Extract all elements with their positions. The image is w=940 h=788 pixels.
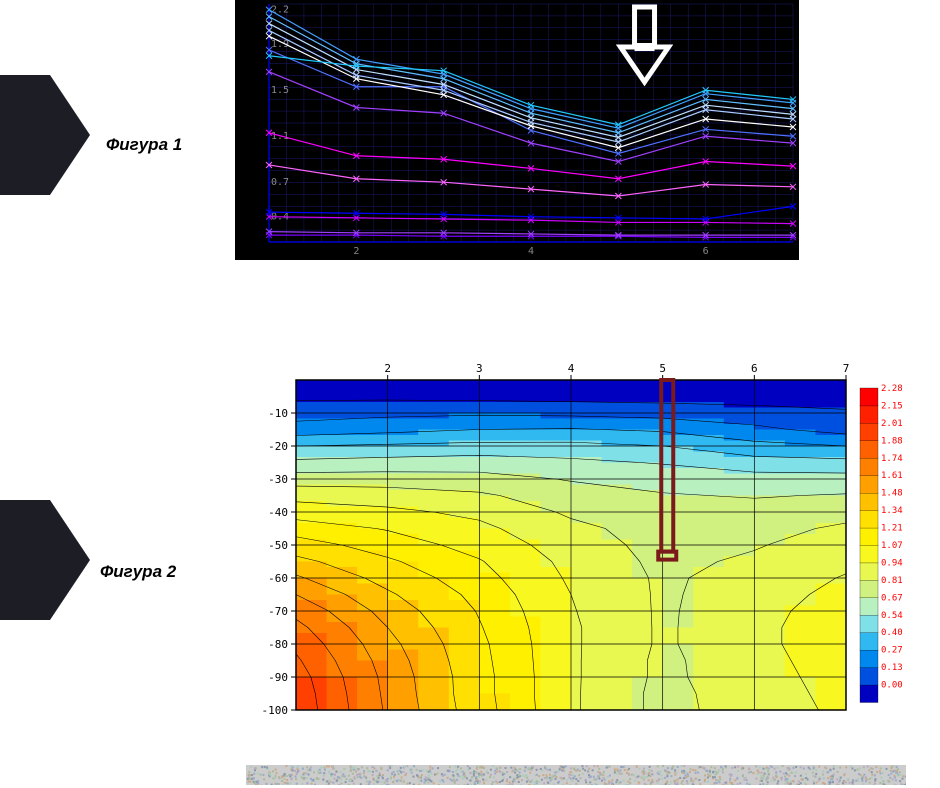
svg-text:2.01: 2.01 — [881, 419, 903, 429]
svg-text:0.67: 0.67 — [881, 593, 903, 603]
svg-text:-90: -90 — [268, 671, 288, 684]
svg-text:7: 7 — [843, 362, 850, 375]
svg-text:-40: -40 — [268, 506, 288, 519]
svg-text:4: 4 — [528, 246, 534, 257]
line-chart: 0.40.71.11.51.92.2246 — [235, 0, 799, 260]
svg-text:1.5: 1.5 — [271, 85, 289, 96]
svg-text:1.48: 1.48 — [881, 489, 903, 499]
svg-text:0.81: 0.81 — [881, 576, 903, 586]
svg-text:1.07: 1.07 — [881, 541, 903, 551]
svg-text:6: 6 — [703, 246, 709, 257]
svg-text:0.94: 0.94 — [881, 558, 903, 568]
pointer-fig2 — [0, 500, 50, 620]
svg-text:-60: -60 — [268, 572, 288, 585]
contour-heatmap: 2 3 4 5 6 7 -10 -20 -30 -40 -50 -60 -70 -80 -90 -100 0.… — [246, 358, 906, 720]
svg-text:2.2: 2.2 — [271, 5, 289, 16]
svg-text:-10: -10 — [268, 407, 288, 420]
pointer-fig1 — [0, 75, 50, 195]
svg-text:2: 2 — [384, 362, 391, 375]
label-fig1: Фигура 1 — [106, 135, 182, 155]
svg-text:1.21: 1.21 — [881, 524, 903, 534]
label-fig2: Фигура 2 — [100, 562, 176, 582]
svg-text:-50: -50 — [268, 539, 288, 552]
svg-text:1.34: 1.34 — [881, 506, 903, 516]
svg-text:-80: -80 — [268, 638, 288, 651]
svg-text:-70: -70 — [268, 605, 288, 618]
svg-text:0.00: 0.00 — [881, 681, 903, 691]
svg-text:1.74: 1.74 — [881, 454, 903, 464]
svg-text:2: 2 — [353, 246, 359, 257]
svg-text:6: 6 — [751, 362, 758, 375]
svg-text:2.15: 2.15 — [881, 401, 903, 411]
svg-text:-20: -20 — [268, 440, 288, 453]
svg-text:0.54: 0.54 — [881, 611, 903, 621]
svg-text:0.7: 0.7 — [271, 177, 289, 188]
noise-strip — [246, 765, 906, 785]
svg-text:-100: -100 — [262, 704, 289, 717]
svg-text:2.28: 2.28 — [881, 384, 903, 394]
svg-text:0.40: 0.40 — [881, 628, 903, 638]
svg-text:0.13: 0.13 — [881, 663, 903, 673]
svg-text:-30: -30 — [268, 473, 288, 486]
svg-text:1.88: 1.88 — [881, 436, 903, 446]
svg-text:3: 3 — [476, 362, 483, 375]
svg-text:1.61: 1.61 — [881, 471, 903, 481]
svg-text:5: 5 — [659, 362, 666, 375]
svg-text:4: 4 — [568, 362, 575, 375]
svg-text:0.27: 0.27 — [881, 646, 903, 656]
